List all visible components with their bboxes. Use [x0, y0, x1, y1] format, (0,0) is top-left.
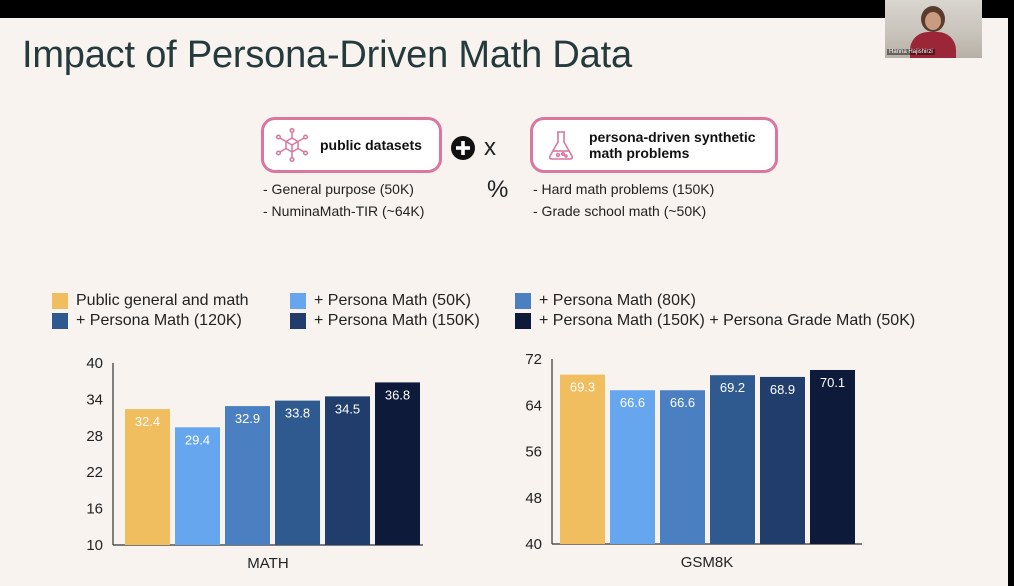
top-bar	[0, 0, 1014, 18]
persona-math-list: - Hard math problems (150K) - Grade scho…	[533, 178, 714, 222]
persona-math-label-line2: math problems	[589, 145, 690, 161]
bar-value-label: 70.1	[820, 375, 845, 390]
participant-video[interactable]: Hanna Hajishirzi	[885, 0, 982, 58]
bar	[760, 376, 805, 544]
persona-math-pill: persona-driven synthetic math problems	[530, 117, 778, 173]
x-axis-label: GSM8K	[681, 554, 734, 571]
bar	[375, 382, 420, 545]
legend-swatch	[515, 313, 531, 329]
participant-name: Hanna Hajishirzi	[887, 49, 935, 55]
legend-swatch	[52, 293, 68, 309]
y-tick-label: 72	[525, 351, 542, 368]
legend-label: Public general and math	[76, 292, 249, 309]
y-tick-label: 64	[525, 397, 542, 414]
y-tick-label: 40	[86, 355, 103, 372]
bar	[225, 406, 270, 545]
bar	[660, 390, 705, 544]
bar	[810, 369, 855, 544]
slide: Impact of Persona-Driven Math Data publi…	[0, 18, 1008, 586]
participant-body	[910, 32, 956, 58]
y-tick-label: 22	[86, 464, 103, 481]
y-tick-label: 56	[525, 444, 542, 461]
chart-legend: Public general and math + Persona Math (…	[52, 292, 992, 334]
bar-value-label: 68.9	[770, 382, 795, 397]
list-item: - Hard math problems (150K)	[533, 181, 715, 197]
y-tick-label: 48	[525, 490, 542, 507]
bar-value-label: 32.9	[235, 411, 260, 426]
flask-icon	[548, 131, 574, 160]
bar-value-label: 66.6	[670, 395, 695, 410]
math-chart: 10 16 22 28 34 40 32.4 29.4 32.9 33.8 34.5 36.8 MATH	[86, 355, 423, 572]
legend-swatch	[52, 313, 68, 329]
bar	[175, 427, 220, 545]
legend-item-p120: + Persona Math (120K)	[52, 312, 242, 330]
legend-item-p50: + Persona Math (50K)	[290, 292, 471, 310]
y-tick-label: 34	[86, 391, 103, 408]
y-tick-label: 16	[86, 501, 103, 518]
bar	[560, 374, 605, 544]
bar	[275, 400, 320, 545]
participant-face	[925, 12, 941, 30]
bar	[610, 390, 655, 544]
bar	[125, 409, 170, 545]
legend-label: + Persona Math (150K) + Persona Grade Ma…	[539, 312, 916, 329]
bar	[325, 396, 370, 545]
bar-value-label: 34.5	[335, 401, 360, 416]
bar-value-label: 69.3	[570, 380, 595, 395]
network-cube-icon	[275, 127, 309, 163]
list-item: - Grade school math (~50K)	[533, 203, 707, 219]
plus-circle-icon	[451, 136, 475, 160]
bar	[710, 375, 755, 544]
bar-value-label: 33.8	[285, 406, 310, 421]
percent-sign: %	[487, 176, 509, 203]
y-tick-label: 10	[86, 537, 103, 554]
public-datasets-list: - General purpose (50K) - NuminaMath-TIR…	[263, 178, 424, 222]
times-sign: x	[484, 134, 496, 161]
legend-item-p150: + Persona Math (150K)	[290, 312, 480, 330]
list-item: - General purpose (50K)	[263, 181, 414, 197]
x-axis-label: MATH	[247, 555, 288, 572]
persona-math-label-line1: persona-driven synthetic	[589, 129, 756, 145]
legend-item-p80: + Persona Math (80K)	[515, 292, 696, 310]
persona-math-label: persona-driven synthetic math problems	[589, 129, 756, 161]
bar-value-label: 32.4	[135, 414, 160, 429]
legend-item-public: Public general and math	[52, 292, 249, 310]
legend-label: + Persona Math (50K)	[314, 292, 471, 309]
legend-label: + Persona Math (120K)	[76, 312, 242, 329]
y-tick-label: 28	[86, 428, 103, 445]
legend-label: + Persona Math (150K)	[314, 312, 480, 329]
legend-swatch	[290, 293, 306, 309]
gsm8k-chart: 40 48 56 64 72 69.3 66.6 66.6 69.2 68.9 70.1 GSM8K	[525, 351, 862, 571]
bar-value-label: 66.6	[620, 395, 645, 410]
legend-item-p150-grade: + Persona Math (150K) + Persona Grade Ma…	[515, 312, 915, 330]
slide-title: Impact of Persona-Driven Math Data	[22, 34, 632, 76]
public-datasets-pill: public datasets	[261, 117, 442, 173]
bar-value-label: 69.2	[720, 380, 745, 395]
bar-value-label: 29.4	[185, 432, 210, 447]
y-tick-label: 40	[525, 536, 542, 553]
legend-swatch	[290, 313, 306, 329]
legend-swatch	[515, 293, 531, 309]
public-datasets-label: public datasets	[320, 137, 422, 153]
list-item: - NuminaMath-TIR (~64K)	[263, 203, 425, 219]
bar-value-label: 36.8	[385, 387, 410, 402]
legend-label: + Persona Math (80K)	[539, 292, 696, 309]
